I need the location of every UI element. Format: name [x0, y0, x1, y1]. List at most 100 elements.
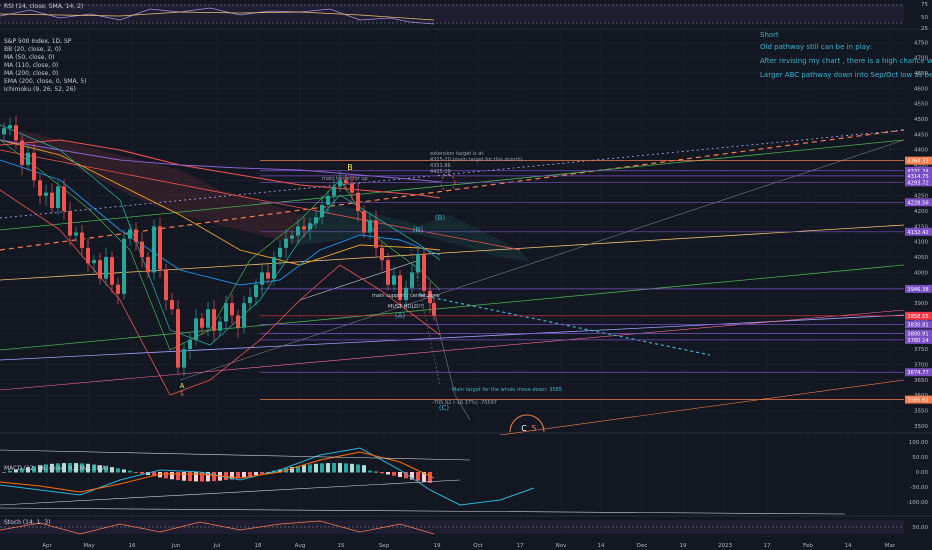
candle-body — [326, 195, 330, 205]
candle-body — [266, 272, 270, 279]
candle-body — [374, 220, 378, 248]
candle-body — [182, 349, 186, 368]
dotted-projection-blue — [419, 294, 711, 356]
candle-body — [56, 186, 60, 208]
trendline-green-lower — [0, 264, 905, 351]
bb-legend: BB (20, close, 2, 0) — [4, 46, 61, 53]
candle-body — [68, 211, 72, 236]
time-tick-label: Jul — [213, 543, 221, 549]
dashed-trendline-orange — [0, 129, 905, 251]
macd-histogram-bar — [110, 467, 114, 473]
ichimoku-legend: Ichimoku (9, 26, 52, 26) — [4, 86, 76, 93]
macd-histogram-bar — [392, 472, 396, 476]
time-tick-label: 17 — [517, 543, 524, 549]
macd-histogram-bar — [308, 464, 312, 473]
time-tick-label: 19 — [434, 543, 441, 549]
candle-body — [284, 238, 288, 248]
time-tick-label: Oct — [473, 543, 483, 549]
trendline-orange-lower — [499, 379, 905, 436]
candle-body — [386, 260, 390, 285]
candle-body — [104, 257, 108, 279]
macd-histogram-bar — [146, 472, 150, 476]
candle-body — [170, 300, 174, 310]
candle-body — [158, 226, 162, 270]
price-tag-label: 3946.38 — [907, 287, 928, 293]
macd-histogram-bar — [266, 471, 270, 473]
candle-body — [422, 254, 426, 291]
macd-histogram-bar — [134, 472, 138, 473]
price-tag-label: 4228.56 — [907, 200, 928, 206]
candle-body — [230, 303, 234, 316]
macd-histogram-bar — [212, 472, 216, 482]
candle-body — [200, 318, 204, 328]
price-tick-label: 4250 — [914, 194, 928, 200]
macd-histogram-bar — [398, 472, 402, 478]
candle-body — [248, 296, 252, 304]
macd-trendline — [0, 507, 846, 515]
candle-body — [14, 125, 18, 141]
candle-body — [8, 125, 12, 129]
price-tag — [905, 320, 932, 329]
macd-histogram-bar — [62, 463, 66, 473]
price-tick-label: 4550 — [914, 102, 928, 108]
macd-histogram-bar — [98, 465, 102, 473]
wave-label-b: B — [347, 163, 353, 172]
macd-histogram-bar — [86, 463, 90, 473]
macd-histogram-bar — [236, 472, 240, 479]
rsi-legend: RSI (14, close, SMA, 14, 2) — [4, 3, 84, 10]
time-tick-label: 17 — [764, 543, 771, 549]
macd-histogram-bar — [206, 472, 210, 482]
candle-body — [404, 287, 408, 301]
price-tick-label: 3900 — [914, 301, 928, 307]
macd-histogram-bar — [224, 472, 228, 481]
macd-tick-label: 0.00 — [916, 470, 929, 476]
candle-body — [86, 247, 90, 264]
price-tag — [905, 395, 932, 404]
candle-body — [380, 247, 384, 261]
price-tick-label: 3550 — [914, 409, 928, 415]
macd-histogram-bar — [116, 468, 120, 473]
price-tick-label: 4050 — [914, 255, 928, 261]
wave-label-c: C — [521, 424, 527, 433]
macd-histogram-bar — [290, 467, 294, 473]
macd-histogram-bar — [302, 465, 306, 473]
ema-line — [0, 139, 441, 183]
macd-histogram-bar — [344, 463, 348, 473]
price-tag-label: 3830.81 — [907, 322, 928, 328]
macd-histogram-bar — [422, 472, 426, 482]
candle-body — [278, 247, 282, 258]
candle-body — [368, 220, 372, 233]
macd-histogram-bar — [278, 469, 282, 473]
price-tag — [905, 178, 932, 187]
candle-body — [314, 217, 318, 224]
macd-histogram-bar — [188, 472, 192, 482]
price-tag — [905, 335, 932, 344]
price-tick-label: 4750 — [914, 40, 928, 46]
main-support-text: main support / center zone — [372, 293, 440, 299]
candle-body — [428, 290, 432, 304]
time-tick-label: 2023 — [718, 543, 732, 549]
macd-histogram-bar — [416, 472, 420, 481]
price-tag — [905, 156, 932, 165]
macd-histogram-bar — [332, 463, 336, 473]
macd-histogram-bar — [2, 472, 6, 473]
note-larger-abc: Larger ABC pathway down into Sep/Oct low… — [760, 71, 932, 79]
macd-histogram-bar — [362, 465, 366, 473]
macd-trendline — [0, 449, 471, 461]
macd-histogram-bar — [368, 470, 372, 473]
ma110-legend: MA (110, close, 0) — [4, 62, 59, 69]
price-tick-label: 4200 — [914, 209, 928, 215]
candle-body — [296, 226, 300, 236]
macd-histogram-bar — [380, 472, 384, 474]
note-short: Short — [760, 31, 779, 39]
time-tick-label: Feb — [803, 543, 813, 549]
macd-histogram-bar — [404, 472, 408, 479]
rsi-line — [0, 7, 435, 25]
candle-body — [38, 180, 42, 196]
macd-histogram-bar — [326, 463, 330, 473]
candle-body — [308, 223, 312, 230]
ext-target-text: extension target is at — [430, 151, 483, 157]
price-tag — [905, 227, 932, 236]
price-tick-label: 3650 — [914, 378, 928, 384]
